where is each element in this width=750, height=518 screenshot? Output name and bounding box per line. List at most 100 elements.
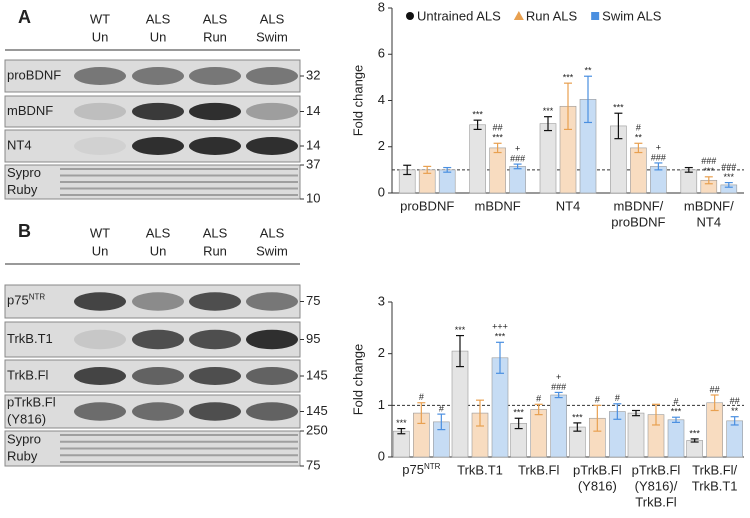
mw-label: 75 bbox=[306, 457, 320, 472]
significance: ### bbox=[551, 382, 566, 392]
significance: + bbox=[656, 142, 661, 152]
blot-band bbox=[246, 329, 298, 350]
error-bar bbox=[496, 341, 504, 374]
significance: *** bbox=[689, 428, 700, 438]
error-bar bbox=[473, 119, 482, 131]
row-label: mBDNF bbox=[7, 103, 53, 118]
x-tick-label: TrkB.T1 bbox=[692, 478, 738, 493]
bar bbox=[530, 409, 547, 458]
blot-band bbox=[132, 367, 184, 385]
lane-label: WT bbox=[90, 11, 110, 26]
error-bar bbox=[443, 166, 452, 173]
x-tick-label: proBDNF bbox=[611, 214, 665, 229]
blot-band bbox=[74, 137, 126, 155]
blot-band bbox=[74, 292, 126, 311]
blot-band bbox=[246, 137, 298, 155]
bar bbox=[539, 123, 557, 194]
lane-label: ALS bbox=[146, 225, 171, 240]
row-label: Ruby bbox=[7, 182, 38, 197]
bar bbox=[489, 147, 506, 194]
significance: + bbox=[556, 372, 561, 382]
row-label: Sypro bbox=[7, 165, 41, 180]
significance: # bbox=[439, 403, 444, 413]
error-bar bbox=[593, 404, 602, 432]
lane-label: ALS bbox=[146, 11, 171, 26]
significance: # bbox=[615, 393, 620, 403]
y-axis-label: Fold change bbox=[350, 344, 365, 416]
label-sup: NTR bbox=[29, 292, 46, 301]
mw-label: 37 bbox=[306, 156, 320, 171]
error-bar bbox=[544, 116, 552, 132]
bar bbox=[680, 169, 698, 194]
bar bbox=[550, 394, 567, 458]
x-tick-label: (Y816)/ bbox=[635, 478, 678, 493]
legend-label: Untrained ALS bbox=[417, 8, 501, 23]
significance: *** bbox=[543, 106, 554, 116]
blot-band bbox=[132, 102, 184, 121]
significance: # bbox=[595, 395, 600, 405]
blot-band bbox=[189, 137, 241, 155]
error-bar bbox=[724, 181, 733, 188]
error-bar bbox=[397, 427, 406, 435]
blot-band bbox=[74, 367, 126, 385]
blot-band bbox=[74, 67, 126, 85]
lane-label: ALS bbox=[260, 11, 285, 26]
x-tick-label: mBDNF bbox=[474, 198, 520, 213]
significance: *** bbox=[724, 172, 735, 182]
error-bar bbox=[634, 142, 643, 154]
legend-label: Swim ALS bbox=[602, 8, 662, 23]
mw-label: 14 bbox=[306, 103, 320, 118]
row-label: Sypro bbox=[7, 431, 41, 446]
blot-band bbox=[132, 402, 184, 421]
significance: ** bbox=[635, 133, 643, 143]
mw-label: 10 bbox=[306, 190, 320, 205]
mw-label: 145 bbox=[306, 367, 328, 382]
x-tick-label: (Y816) bbox=[578, 478, 617, 493]
significance: *** bbox=[572, 412, 583, 422]
legend-label: Run ALS bbox=[526, 8, 578, 23]
x-tick-label: NT4 bbox=[556, 198, 581, 213]
significance: *** bbox=[455, 325, 466, 335]
mw-label: 95 bbox=[306, 331, 320, 346]
significance: # bbox=[419, 392, 424, 402]
x-tick-label: NT4 bbox=[697, 214, 722, 229]
error-bar bbox=[584, 75, 592, 124]
significance: *** bbox=[704, 166, 715, 176]
significance: *** bbox=[513, 408, 524, 418]
significance: ## bbox=[730, 396, 740, 406]
blot-band bbox=[132, 67, 184, 85]
y-tick-label: 4 bbox=[378, 92, 385, 107]
panel-letter: A bbox=[18, 7, 31, 27]
error-bar bbox=[690, 438, 699, 443]
error-bar bbox=[614, 112, 623, 140]
bar bbox=[438, 169, 456, 194]
bar bbox=[469, 124, 486, 194]
error-bar bbox=[710, 394, 719, 412]
row-label: Ruby bbox=[7, 448, 38, 463]
lane-label: ALS bbox=[203, 11, 228, 26]
blot-strip bbox=[4, 284, 301, 319]
mw-label: 75 bbox=[306, 293, 320, 308]
significance: ### bbox=[701, 156, 716, 166]
significance: ** bbox=[731, 406, 739, 416]
error-bar bbox=[704, 176, 713, 185]
y-tick-label: 0 bbox=[378, 184, 385, 199]
lane-label: Swim bbox=[256, 243, 288, 258]
y-tick-label: 2 bbox=[378, 138, 385, 153]
significance: ** bbox=[584, 66, 592, 76]
blot-band bbox=[74, 329, 126, 350]
significance: ### bbox=[651, 152, 666, 162]
bar bbox=[393, 430, 410, 458]
mw-label: 32 bbox=[306, 67, 320, 82]
error-bar bbox=[564, 82, 572, 131]
significance: *** bbox=[563, 73, 574, 83]
blot-band bbox=[74, 402, 126, 421]
x-tick-label: TrkB.Fl bbox=[635, 494, 677, 509]
lane-label: Run bbox=[203, 243, 227, 258]
bar bbox=[686, 440, 703, 458]
row-label: proBDNF bbox=[7, 67, 61, 82]
legend-marker bbox=[591, 12, 600, 20]
mw-label: 145 bbox=[306, 403, 328, 418]
significance: *** bbox=[492, 133, 503, 143]
legend-marker bbox=[513, 11, 524, 20]
